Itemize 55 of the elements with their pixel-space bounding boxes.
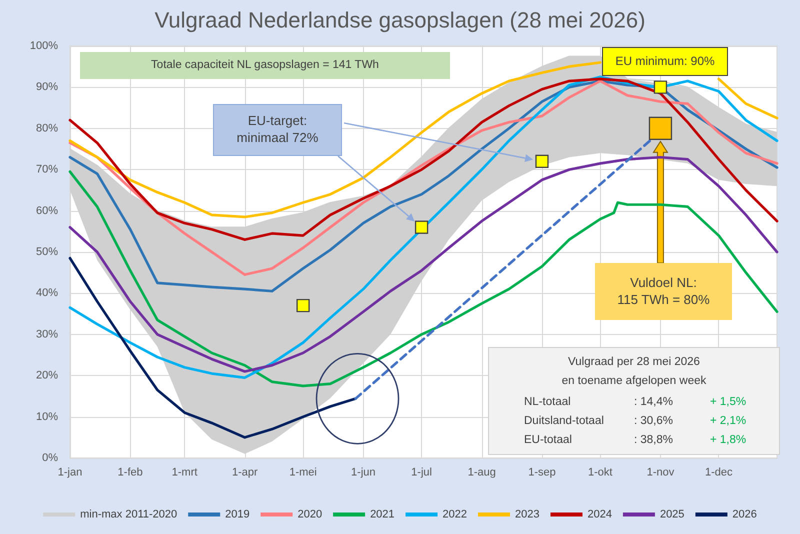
x-tick-label: 1-dec [704, 466, 733, 478]
x-tick-label: 1-aug [468, 466, 496, 478]
x-tick-label: 1-okt [588, 466, 612, 478]
annotation: : 30,6% [634, 415, 673, 427]
annotation: + 1,5% [710, 396, 746, 408]
annotation: en toename afgelopen week [560, 375, 708, 387]
annotation: + 2,1% [710, 415, 746, 427]
annotation: NL-totaal [524, 396, 571, 408]
legend-label: 2026 [732, 508, 757, 520]
legend-label: 2021 [370, 508, 395, 520]
point [296, 298, 310, 312]
annotation: EU-target: [248, 113, 308, 130]
annotation: : 38,8% [634, 434, 673, 446]
y-tick-label: 0% [42, 452, 58, 464]
point [535, 154, 549, 168]
x-tick-label: 1-mrt [172, 466, 198, 478]
y-tick-label: 80% [36, 122, 58, 134]
y-tick-label: 70% [36, 164, 58, 176]
y-tick-label: 30% [36, 328, 58, 340]
annotation: minimaal 72% [236, 130, 318, 147]
x-tick-label: 1-sep [528, 466, 556, 478]
point [414, 220, 428, 234]
annotation: EU minimum: 90% [615, 54, 715, 70]
y-tick-label: 100% [30, 40, 58, 52]
annotation: EU-totaal [524, 434, 572, 446]
legend-label: min-max 2011-2020 [80, 508, 178, 520]
chart-title: Vulgraad Nederlandse gasopslagen (28 mei 2026) [154, 8, 646, 32]
legend-label: 2022 [442, 508, 468, 520]
annotation: + 1,8% [710, 434, 746, 446]
legend-label: 2024 [587, 508, 612, 520]
legend-label: 2019 [225, 508, 250, 520]
x-tick-label: 1-nov [646, 466, 675, 478]
annotation: : 14,4% [634, 396, 673, 408]
x-tick-label: 1-mei [289, 466, 317, 478]
annotation: Vuldoel NL: [630, 274, 697, 292]
y-tick-label: 60% [36, 204, 58, 217]
x-tick-label: 1-apr [232, 466, 258, 478]
y-tick-label: 20% [36, 370, 58, 382]
annotation: 115 TWh = 80% [617, 292, 710, 308]
point [654, 80, 668, 94]
annotation: Vulgraad per 28 mei 2026 [567, 356, 701, 368]
point [648, 116, 672, 140]
legend-label: 2025 [660, 508, 684, 520]
legend-label: 2020 [298, 508, 322, 520]
annotation: Duitsland-totaal [524, 415, 604, 427]
x-tick-label: 1-feb [118, 466, 143, 478]
legend-label: 2023 [515, 508, 540, 520]
annotation: Totale capaciteit NL gasopslagen = 141 TWh [151, 58, 379, 73]
y-tick-label: 40% [36, 287, 58, 300]
x-tick-label: 1-jul [411, 466, 432, 478]
y-tick-label: 90% [36, 81, 58, 94]
x-tick-label: 1-jun [351, 466, 376, 478]
x-tick-label: 1-jan [58, 466, 82, 478]
y-tick-label: 50% [36, 246, 58, 258]
y-tick-label: 10% [36, 410, 58, 423]
